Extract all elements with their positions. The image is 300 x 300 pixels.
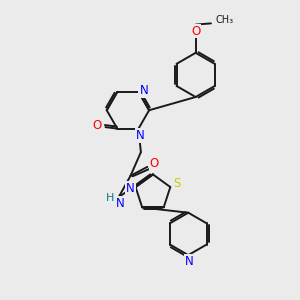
Text: N: N [136, 129, 144, 142]
Text: CH₃: CH₃ [215, 15, 233, 26]
Text: O: O [149, 157, 159, 169]
Text: S: S [173, 177, 181, 190]
Text: N: N [126, 182, 135, 195]
Text: N: N [185, 255, 194, 268]
Text: O: O [93, 119, 102, 132]
Text: H: H [106, 194, 115, 203]
Text: O: O [191, 25, 200, 38]
Text: N: N [116, 197, 124, 210]
Text: N: N [140, 84, 148, 97]
